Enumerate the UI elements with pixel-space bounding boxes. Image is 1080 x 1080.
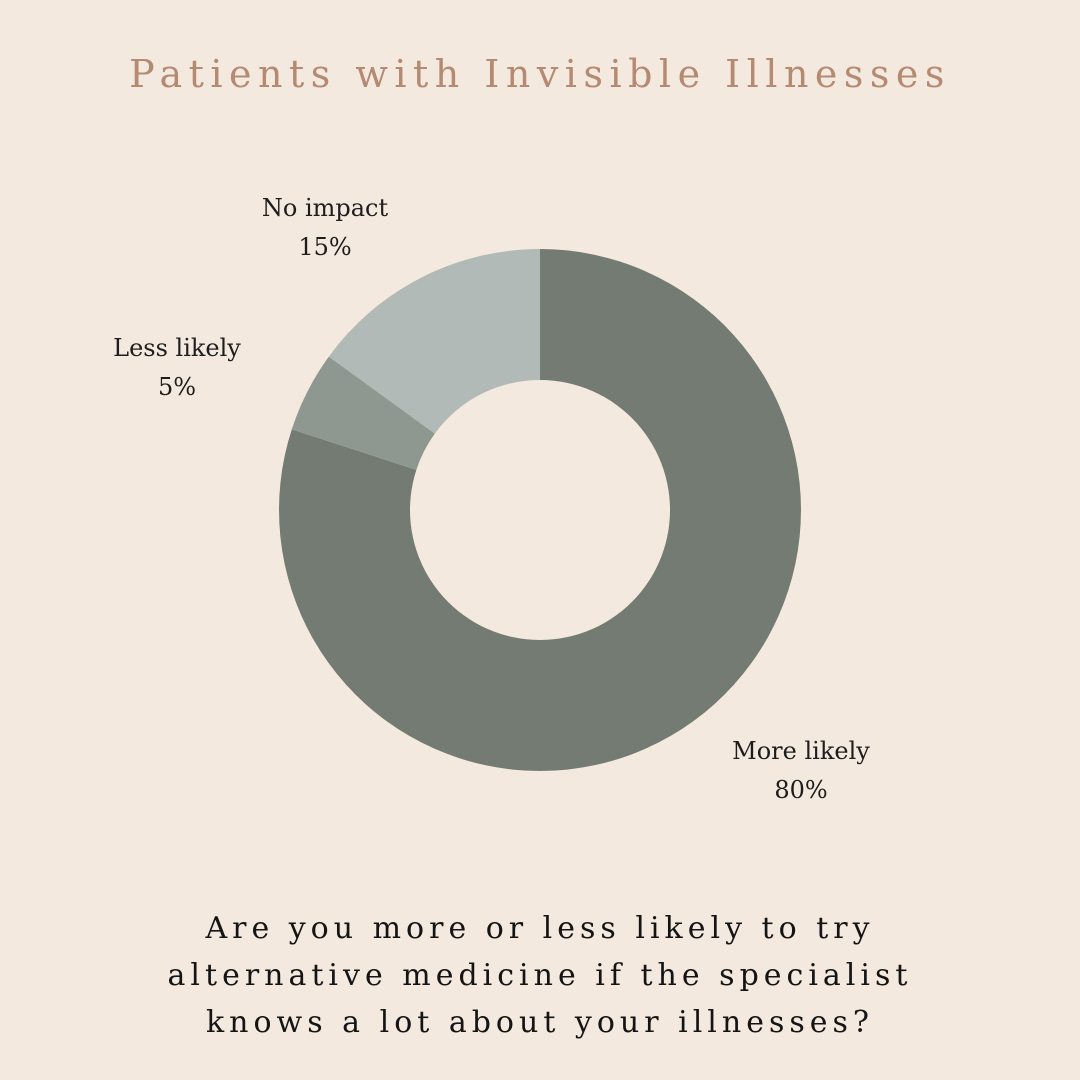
question-line-2: alternative medicine if the specialist (167, 958, 913, 993)
slice-no-impact (328, 249, 540, 434)
chart-slices (279, 249, 801, 771)
page-title: Patients with Invisible Illnesses (129, 52, 951, 96)
slice-value-less-likely: 5% (158, 373, 196, 401)
chart-labels: More likely 80% Less likely 5% No impact 15% (113, 194, 870, 804)
slice-value-no-impact: 15% (298, 233, 351, 261)
question-line-3: knows a lot about your illnesses? (206, 1005, 874, 1040)
slice-label-more-likely: More likely (732, 737, 870, 765)
question-line-1: Are you more or less likely to try (205, 911, 875, 946)
slice-value-more-likely: 80% (774, 776, 827, 804)
slice-label-no-impact: No impact (262, 194, 389, 222)
question-text: Are you more or less likely to try alter… (0, 905, 1080, 1046)
slice-label-less-likely: Less likely (113, 334, 241, 362)
slice-more-likely (279, 249, 801, 771)
slice-less-likely (291, 356, 435, 470)
